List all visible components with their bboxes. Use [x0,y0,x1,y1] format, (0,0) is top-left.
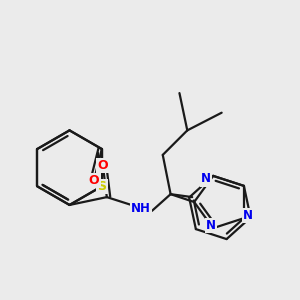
Text: N: N [206,219,216,232]
Text: N: N [243,209,253,222]
Text: N: N [201,172,211,185]
Text: O: O [98,159,108,172]
Text: O: O [89,174,99,187]
Text: NH: NH [131,202,151,215]
Text: S: S [97,180,106,193]
